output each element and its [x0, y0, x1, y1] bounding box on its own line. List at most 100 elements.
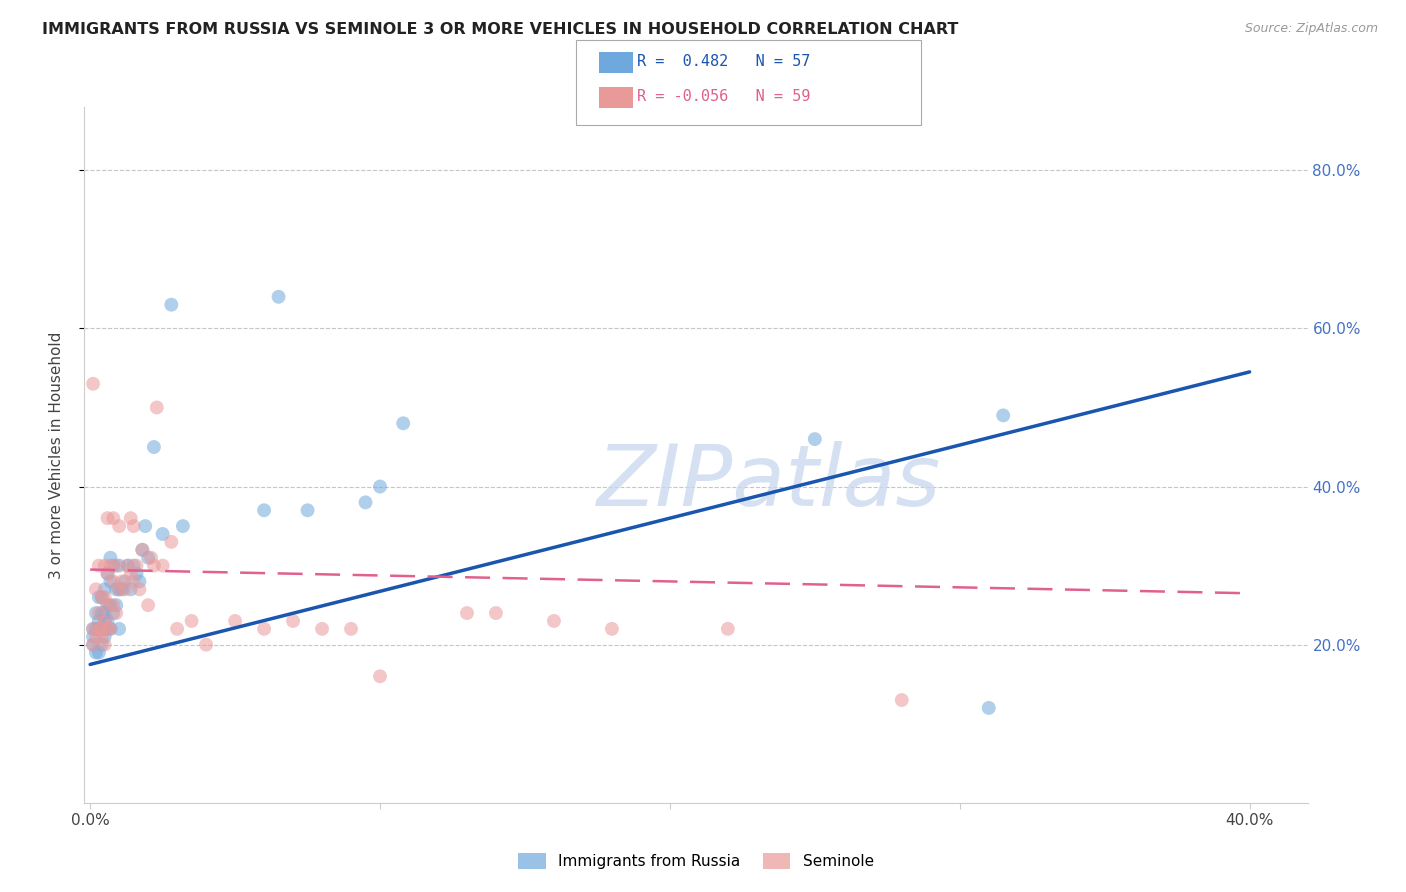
- Point: [717, 622, 740, 636]
- Point: [195, 638, 218, 652]
- Point: [267, 290, 290, 304]
- Point: [82, 638, 104, 652]
- Point: [96, 566, 118, 581]
- Point: [368, 479, 391, 493]
- Point: [890, 693, 912, 707]
- Point: [87, 558, 110, 573]
- Point: [90, 606, 112, 620]
- Point: [120, 566, 142, 581]
- Point: [93, 591, 115, 605]
- Point: [120, 511, 142, 525]
- Point: [108, 519, 131, 533]
- Point: [131, 542, 153, 557]
- Point: [160, 298, 183, 312]
- Point: [100, 550, 122, 565]
- Point: [100, 558, 122, 573]
- Point: [122, 519, 145, 533]
- Point: [100, 574, 122, 589]
- Point: [100, 622, 122, 636]
- Point: [543, 614, 565, 628]
- Point: [136, 550, 159, 565]
- Point: [100, 622, 122, 636]
- Point: [485, 606, 508, 620]
- Point: [87, 606, 110, 620]
- Point: [103, 598, 125, 612]
- Point: [125, 558, 148, 573]
- Point: [142, 440, 165, 454]
- Point: [96, 598, 118, 612]
- Point: [111, 582, 134, 597]
- Point: [84, 630, 107, 644]
- Point: [224, 614, 246, 628]
- Point: [993, 409, 1015, 423]
- Point: [103, 574, 125, 589]
- Point: [96, 622, 118, 636]
- Point: [103, 606, 125, 620]
- Point: [368, 669, 391, 683]
- Point: [96, 614, 118, 628]
- Point: [90, 638, 112, 652]
- Point: [84, 622, 107, 636]
- Point: [117, 558, 139, 573]
- Point: [297, 503, 319, 517]
- Point: [90, 622, 112, 636]
- Point: [142, 558, 165, 573]
- Point: [125, 566, 148, 581]
- Point: [108, 582, 131, 597]
- Point: [139, 550, 162, 565]
- Point: [100, 598, 122, 612]
- Point: [131, 542, 153, 557]
- Point: [82, 638, 104, 652]
- Legend: Immigrants from Russia, Seminole: Immigrants from Russia, Seminole: [512, 847, 880, 875]
- Text: IMMIGRANTS FROM RUSSIA VS SEMINOLE 3 OR MORE VEHICLES IN HOUSEHOLD CORRELATION C: IMMIGRANTS FROM RUSSIA VS SEMINOLE 3 OR …: [42, 22, 959, 37]
- Point: [977, 701, 1000, 715]
- Point: [122, 558, 145, 573]
- Point: [180, 614, 202, 628]
- Point: [136, 598, 159, 612]
- Point: [96, 566, 118, 581]
- Point: [311, 622, 333, 636]
- Point: [96, 511, 118, 525]
- Point: [128, 582, 150, 597]
- Point: [90, 591, 112, 605]
- Point: [120, 582, 142, 597]
- Point: [103, 511, 125, 525]
- Text: Source: ZipAtlas.com: Source: ZipAtlas.com: [1244, 22, 1378, 36]
- Point: [93, 638, 115, 652]
- Point: [84, 606, 107, 620]
- Point: [90, 622, 112, 636]
- Point: [114, 582, 136, 597]
- Point: [108, 622, 131, 636]
- Point: [84, 646, 107, 660]
- Point: [103, 558, 125, 573]
- Point: [82, 622, 104, 636]
- Point: [96, 598, 118, 612]
- Point: [93, 630, 115, 644]
- Point: [93, 614, 115, 628]
- Point: [172, 519, 194, 533]
- Point: [87, 614, 110, 628]
- Point: [146, 401, 169, 415]
- Text: R =  0.482   N = 57: R = 0.482 N = 57: [637, 54, 810, 70]
- Point: [108, 582, 131, 597]
- Point: [108, 558, 131, 573]
- Point: [134, 519, 156, 533]
- Point: [340, 622, 363, 636]
- Point: [93, 614, 115, 628]
- Point: [93, 558, 115, 573]
- Point: [105, 606, 128, 620]
- Point: [152, 558, 174, 573]
- Point: [152, 527, 174, 541]
- Point: [82, 622, 104, 636]
- Point: [90, 630, 112, 644]
- Y-axis label: 3 or more Vehicles in Household: 3 or more Vehicles in Household: [49, 331, 63, 579]
- Point: [93, 622, 115, 636]
- Point: [87, 646, 110, 660]
- Point: [128, 574, 150, 589]
- Point: [600, 622, 623, 636]
- Point: [93, 606, 115, 620]
- Point: [281, 614, 304, 628]
- Point: [117, 558, 139, 573]
- Point: [90, 591, 112, 605]
- Point: [253, 503, 276, 517]
